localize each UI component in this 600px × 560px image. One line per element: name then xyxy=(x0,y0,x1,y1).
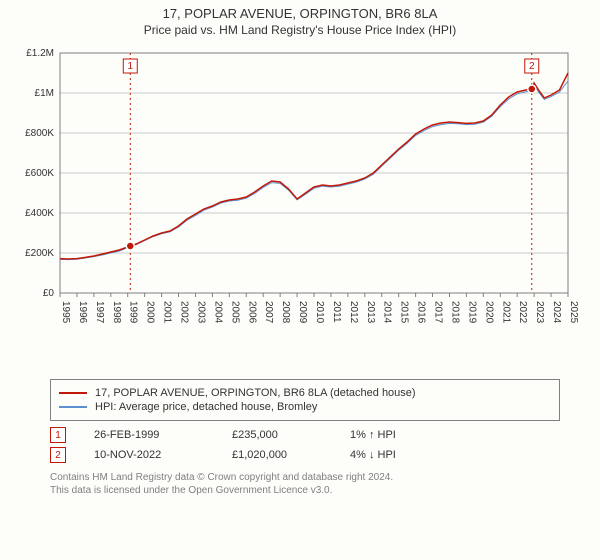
x-tick-label: 2021 xyxy=(500,301,511,324)
marker-dot xyxy=(126,242,134,250)
transaction-date: 26-FEB-1999 xyxy=(94,429,204,441)
x-tick-label: 2000 xyxy=(145,301,156,324)
transaction-row: 2 10-NOV-2022 £1,020,000 4% ↓ HPI xyxy=(50,445,560,465)
footer-credits: Contains HM Land Registry data © Crown c… xyxy=(50,471,560,497)
x-tick-label: 2009 xyxy=(297,301,308,324)
chart-title: 17, POPLAR AVENUE, ORPINGTON, BR6 8LA xyxy=(0,0,600,21)
transaction-vs-hpi: 1% ↑ HPI xyxy=(350,429,430,441)
footer-line-2: This data is licensed under the Open Gov… xyxy=(50,484,560,497)
chart-area: £0 £200K £400K £600K £800K £1M £1.2M 1995 1996 19… xyxy=(20,43,580,373)
x-tick-label: 2018 xyxy=(449,301,460,324)
y-tick-label: £1.2M xyxy=(26,48,54,59)
legend: 17, POPLAR AVENUE, ORPINGTON, BR6 8LA (d… xyxy=(50,379,560,421)
y-tick-label: £600K xyxy=(25,168,54,179)
transaction-badge: 2 xyxy=(50,447,66,463)
legend-item: 17, POPLAR AVENUE, ORPINGTON, BR6 8LA (d… xyxy=(59,386,551,400)
x-tick-label: 2019 xyxy=(466,301,477,324)
marker-dot xyxy=(528,85,536,93)
footer-line-1: Contains HM Land Registry data © Crown c… xyxy=(50,471,560,484)
x-tick-label: 2007 xyxy=(263,301,274,324)
x-tick-label: 1995 xyxy=(60,301,71,324)
x-tick-label: 2005 xyxy=(229,301,240,324)
x-tick-label: 1997 xyxy=(94,301,105,324)
y-tick-label: £400K xyxy=(25,208,54,219)
transaction-price: £1,020,000 xyxy=(232,449,322,461)
x-tick-label: 2006 xyxy=(246,301,257,324)
x-tick-label: 2024 xyxy=(551,301,562,324)
x-tick-label: 1996 xyxy=(77,301,88,324)
transaction-date: 10-NOV-2022 xyxy=(94,449,204,461)
series-property xyxy=(60,73,568,259)
transaction-price: £235,000 xyxy=(232,429,322,441)
legend-swatch xyxy=(59,392,87,394)
legend-label: HPI: Average price, detached house, Brom… xyxy=(95,401,317,413)
legend-swatch xyxy=(59,406,87,408)
x-tick-label: 2011 xyxy=(331,301,342,323)
x-tick-label: 2002 xyxy=(179,301,190,324)
y-tick-label: £1M xyxy=(35,88,54,99)
x-tick-label: 2003 xyxy=(195,301,206,324)
x-tick-label: 1999 xyxy=(128,301,139,324)
transactions-table: 1 26-FEB-1999 £235,000 1% ↑ HPI 2 10-NOV-2022… xyxy=(50,425,560,465)
x-tick-label: 2015 xyxy=(399,301,410,324)
x-tick-label: 1998 xyxy=(111,301,122,324)
marker-badge-label: 2 xyxy=(529,61,535,72)
line-chart: £0 £200K £400K £600K £800K £1M £1.2M 1995 1996 19… xyxy=(20,43,580,373)
x-tick-label: 2004 xyxy=(212,301,223,324)
chart-subtitle: Price paid vs. HM Land Registry's House … xyxy=(0,21,600,43)
legend-item: HPI: Average price, detached house, Brom… xyxy=(59,400,551,414)
legend-label: 17, POPLAR AVENUE, ORPINGTON, BR6 8LA (d… xyxy=(95,387,416,399)
transaction-badge: 1 xyxy=(50,427,66,443)
x-tick-label: 2001 xyxy=(162,301,173,324)
x-tick-label: 2012 xyxy=(348,301,359,324)
x-tick-label: 2020 xyxy=(483,301,494,324)
y-tick-label: £200K xyxy=(25,248,54,259)
x-tick-label: 2013 xyxy=(365,301,376,324)
x-tick-label: 2008 xyxy=(280,301,291,324)
x-tick-label: 2023 xyxy=(534,301,545,324)
x-tick-label: 2010 xyxy=(314,301,325,324)
transaction-row: 1 26-FEB-1999 £235,000 1% ↑ HPI xyxy=(50,425,560,445)
x-tick-label: 2016 xyxy=(416,301,427,324)
marker-badge-label: 1 xyxy=(127,61,133,72)
x-tick-label: 2025 xyxy=(568,301,579,324)
x-tick-label: 2017 xyxy=(433,301,444,324)
series-hpi xyxy=(60,81,568,260)
x-tick-label: 2014 xyxy=(382,301,393,324)
y-tick-label: £800K xyxy=(25,128,54,139)
y-tick-label: £0 xyxy=(43,288,55,299)
x-tick-label: 2022 xyxy=(517,301,528,324)
transaction-vs-hpi: 4% ↓ HPI xyxy=(350,449,430,461)
